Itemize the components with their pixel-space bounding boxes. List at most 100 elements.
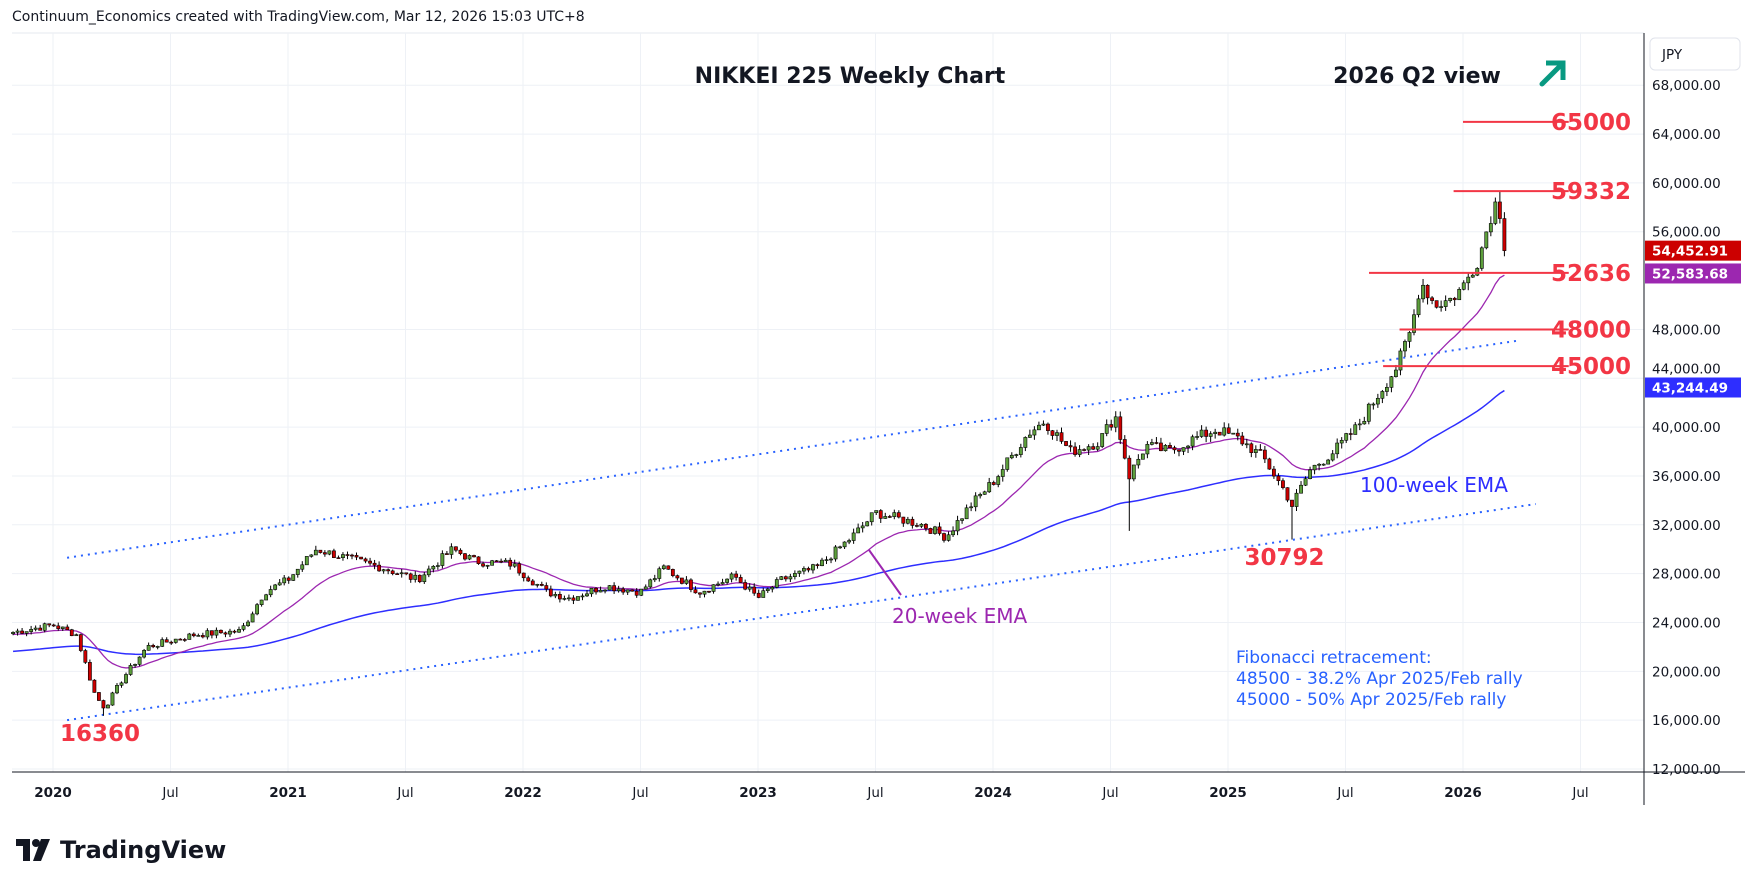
candle-body: [1362, 420, 1367, 425]
candle-body: [33, 627, 38, 630]
candle-body: [1330, 453, 1335, 461]
candle-body: [634, 590, 639, 596]
fib-title: Fibonacci retracement:: [1236, 648, 1432, 668]
candle-body: [1412, 314, 1416, 333]
grid: [12, 32, 1644, 772]
candle-body: [720, 582, 725, 585]
ema20-value-tag: [1645, 263, 1741, 284]
candle-body: [255, 604, 259, 615]
candle-body: [1335, 442, 1340, 455]
candle-body: [905, 518, 910, 524]
candle-body: [164, 639, 169, 643]
candle-body: [268, 589, 273, 596]
candle-body: [1109, 424, 1114, 428]
candle-body: [698, 592, 702, 595]
candle-body: [481, 563, 485, 567]
candle-body: [454, 546, 458, 551]
candle-body: [824, 559, 829, 561]
candle-body: [359, 556, 363, 560]
candle-body: [815, 564, 820, 567]
candle-body: [982, 491, 987, 495]
candle-body: [1136, 458, 1141, 466]
candle-body: [1457, 288, 1462, 301]
candle-body: [368, 560, 372, 564]
candle-body: [200, 635, 205, 638]
candle-body: [1439, 306, 1444, 308]
candle-body: [1014, 454, 1019, 456]
candle-body: [1208, 433, 1213, 437]
candle-body: [585, 593, 589, 597]
level-label-59332: 59332: [1551, 179, 1631, 205]
candle-body: [87, 662, 92, 681]
candle-body: [725, 578, 729, 583]
currency-button[interactable]: [1649, 37, 1741, 71]
candle-body: [42, 623, 47, 631]
candle-body: [1425, 284, 1430, 299]
candle-body: [304, 556, 309, 566]
candle-body: [494, 560, 499, 563]
price-tick-label: 36,000.00: [1652, 469, 1721, 485]
candle-body: [1353, 424, 1358, 435]
candle-body: [969, 506, 974, 509]
fib-line-2: 45000 - 50% Apr 2025/Feb rally: [1236, 690, 1506, 710]
low-2020-label: 16360: [60, 721, 140, 747]
candle-body: [648, 579, 653, 588]
time-tick-label: Jul: [866, 785, 883, 801]
price-axis[interactable]: JPY 12,000.00 16,000.00 20,000.00 24,000.00…: [1643, 33, 1741, 805]
candle-body: [860, 525, 865, 529]
candle-body: [119, 682, 124, 686]
candle-body: [1421, 284, 1425, 300]
candle-body: [657, 568, 662, 579]
candle-body: [101, 700, 106, 709]
candle-body: [883, 516, 888, 519]
time-tick-label: Jul: [161, 785, 178, 801]
tradingview-logo-icon: [16, 839, 50, 861]
candle-body: [1037, 424, 1041, 431]
candle-body: [530, 580, 535, 586]
up-right-arrow-icon: [1539, 60, 1566, 87]
candle-body: [1389, 376, 1394, 388]
last-price-tag: [1645, 240, 1741, 261]
candle-body: [960, 518, 964, 521]
chart-subtitle: 2026 Q2 view: [1333, 64, 1501, 89]
candle-body: [1443, 300, 1448, 307]
candle-body: [607, 585, 612, 591]
candle-body: [51, 624, 56, 627]
candle-body: [716, 583, 720, 586]
candle-body: [1452, 297, 1457, 301]
candle-body: [11, 632, 15, 635]
candle-body: [458, 549, 463, 554]
candle-body: [738, 577, 743, 583]
candle-body: [693, 589, 698, 594]
candle-body: [1041, 423, 1046, 426]
candle-body: [1240, 435, 1245, 445]
candle-body: [652, 578, 657, 581]
candle-body: [259, 599, 264, 605]
candle-body: [209, 630, 214, 636]
low-2025-label: 30792: [1244, 545, 1324, 571]
candle-body: [124, 674, 128, 684]
time-tick-label: Jul: [396, 785, 413, 801]
candle-body: [286, 577, 291, 581]
time-axis[interactable]: 2020 Jul 2021 Jul 2022 Jul 2023 Jul 2024 Jul 2025 J…: [12, 771, 1745, 801]
candle-body: [1479, 247, 1484, 269]
candle-body: [1163, 445, 1168, 452]
candle-body: [449, 546, 454, 555]
candle-body: [887, 516, 892, 518]
candle-body: [964, 507, 969, 520]
candle-body: [991, 482, 996, 485]
candle-body: [15, 630, 20, 633]
candle-body: [1023, 437, 1028, 448]
candle-body: [1195, 436, 1199, 438]
candle-body: [350, 554, 354, 557]
candle-body: [539, 584, 544, 586]
ema20-line: [13, 274, 1505, 669]
candle-body: [1357, 423, 1362, 426]
tradingview-logo[interactable]: TradingView: [16, 836, 226, 864]
candle-body: [951, 530, 955, 536]
candle-body: [1502, 218, 1507, 251]
candle-body: [1276, 475, 1281, 482]
candle-body: [892, 512, 897, 517]
time-tick-label: 2026: [1444, 785, 1482, 801]
